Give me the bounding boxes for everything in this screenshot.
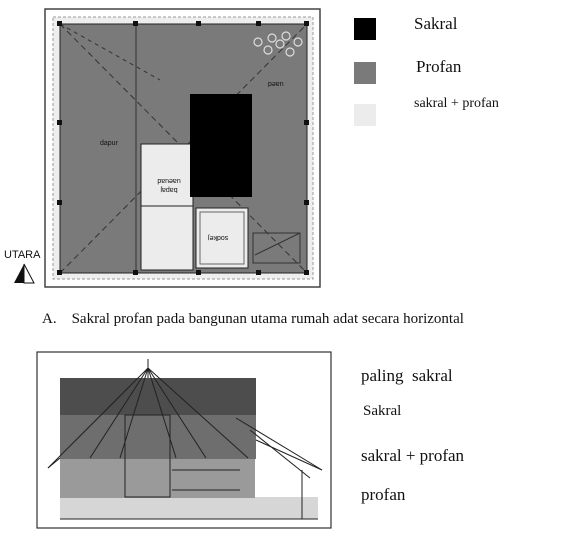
north-arrow-icon-half [23,263,35,284]
legend-label-sakral-profan: sakral + profan [414,96,499,111]
plan-caption: A. Sakral profan pada bangunan utama rum… [42,311,464,327]
legend-swatch-sakral [354,18,376,40]
plan-room-center-lower [140,205,194,271]
plan-column-dots [57,21,309,275]
elevation-label-profan: profan [361,485,406,504]
elevation-sakral-band [60,414,256,459]
elevation-label-sakral: Sakral [363,403,402,419]
room-left-label: dapur [100,140,118,147]
plan-room-center [140,143,194,207]
room-center-label: bapaj uaeuad [157,177,181,193]
legend-label-sakral: Sakral [414,14,458,33]
legend-swatch-sakral-profan [354,104,376,126]
plan-room-bottom [195,207,249,269]
elevation-sakral-profan-band [60,458,255,498]
room-bottom-label: sodkej [208,234,229,241]
plan-sakral-area [190,94,252,197]
legend-label-profan: Profan [416,57,462,76]
elevation-roof-lines [47,367,323,520]
elevation-label-paling-sakral: paling sakral [361,366,453,385]
plan-room-bottom-inner [199,211,245,265]
plan-circles [253,31,303,57]
elevation-profan-band [60,497,318,519]
room-right-label: uaed [268,80,284,87]
elevation-label-sakral-profan: sakral + profan [361,446,465,465]
north-arrow-icon [14,264,24,283]
north-label: UTARA [4,249,41,261]
legend-swatch-profan [354,62,376,84]
